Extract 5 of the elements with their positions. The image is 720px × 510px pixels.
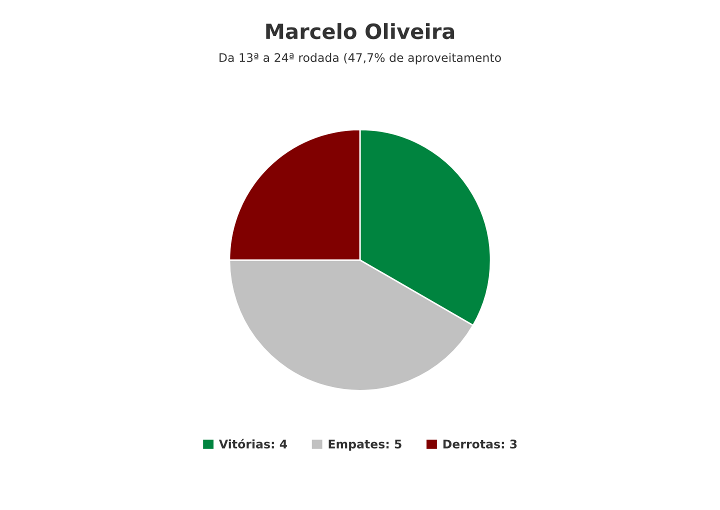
- legend-label: Vitórias: 4: [218, 438, 288, 449]
- legend-label: Empates: 5: [328, 440, 402, 451]
- chart-subtitle: Da 13ª a 24ª rodada (47,7% de aproveitamento: [220, 52, 501, 64]
- legend-label: Derrotas: 3: [443, 440, 517, 449]
- chart-title: Marcelo Oliveira: [266, 23, 454, 40]
